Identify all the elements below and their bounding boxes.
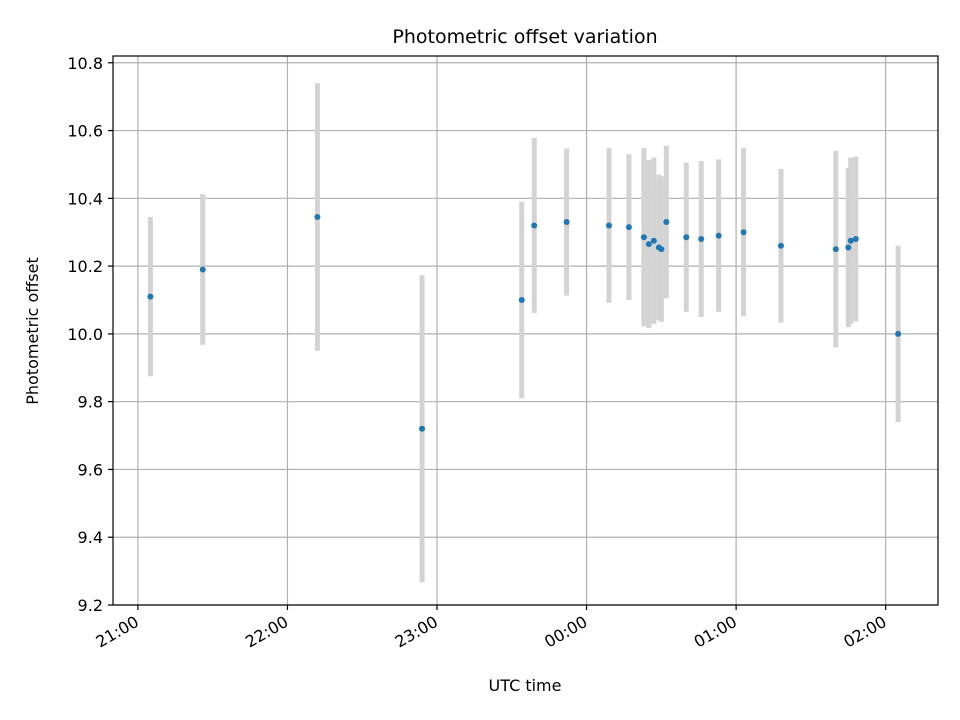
- x-axis-ticks: 21:00 22:00 23:00 00:00 01:00 02:00: [92, 605, 890, 652]
- y-tick-label: 9.2: [78, 596, 103, 615]
- y-tick-label: 10.4: [67, 189, 103, 208]
- plot-frame: [112, 55, 939, 606]
- data-point: [663, 219, 670, 226]
- x-tick-label: 00:00: [541, 612, 590, 652]
- data-point: [563, 219, 570, 226]
- data-points: [147, 213, 902, 432]
- y-axis-title: Photometric offset: [23, 257, 42, 405]
- data-point: [147, 293, 154, 300]
- y-tick-label: 10.0: [67, 325, 103, 344]
- y-tick-label: 9.4: [78, 528, 103, 547]
- data-point: [640, 234, 647, 241]
- y-tick-label: 10.6: [67, 122, 103, 141]
- data-point: [698, 236, 705, 242]
- y-axis-ticks: 9.2 9.4 9.6 9.8 10.0 10.2 10.4 10.6 10.8: [67, 54, 113, 615]
- x-tick-label: 21:00: [92, 612, 141, 652]
- data-point: [895, 330, 902, 337]
- data-point: [199, 266, 206, 273]
- x-tick-label: 01:00: [691, 612, 740, 652]
- grid-lines: [113, 56, 938, 606]
- data-point: [650, 237, 657, 244]
- data-point: [658, 246, 665, 253]
- y-tick-label: 9.6: [78, 460, 103, 479]
- error-bars: [147, 83, 901, 583]
- data-point: [845, 244, 852, 251]
- data-point: [847, 237, 854, 244]
- x-tick-label: 02:00: [840, 612, 889, 652]
- x-axis-title: UTC time: [489, 676, 562, 695]
- data-point: [683, 234, 690, 241]
- data-point: [777, 242, 784, 249]
- data-point: [625, 224, 632, 231]
- data-point: [832, 246, 839, 253]
- y-tick-label: 9.8: [78, 393, 103, 412]
- data-point: [852, 236, 859, 242]
- data-point: [419, 425, 426, 432]
- data-point: [518, 297, 525, 303]
- x-tick-label: 22:00: [242, 612, 291, 652]
- data-point: [314, 213, 321, 220]
- data-point: [531, 222, 538, 229]
- data-point: [715, 232, 722, 239]
- data-point: [740, 229, 747, 236]
- y-tick-label: 10.2: [67, 257, 103, 276]
- data-point: [605, 222, 612, 229]
- y-tick-label: 10.8: [67, 54, 103, 73]
- x-tick-label: 23:00: [392, 612, 441, 652]
- data-point: [645, 241, 652, 248]
- chart-title: Photometric offset variation: [392, 26, 657, 48]
